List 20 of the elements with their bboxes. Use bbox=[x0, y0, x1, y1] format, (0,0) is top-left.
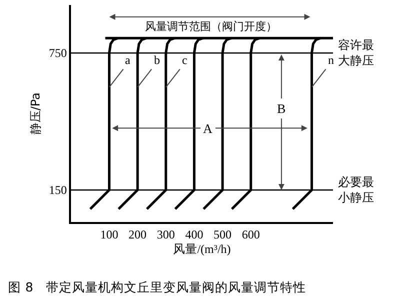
y-axis-title: 静压/Pa bbox=[28, 92, 43, 135]
series-label: c bbox=[182, 53, 188, 67]
x-tick-label: 100 bbox=[100, 227, 118, 242]
y-tick-label: 150 bbox=[48, 183, 67, 198]
ref-line-label: 容许最大静压 bbox=[338, 38, 374, 68]
x-tick-label: 200 bbox=[128, 227, 147, 242]
x-tick-label: 300 bbox=[156, 227, 175, 242]
y-tick-label: 750 bbox=[48, 46, 67, 60]
annotation: 风量调节范围（阀门开度） bbox=[145, 20, 277, 33]
x-tick-label: 400 bbox=[185, 227, 204, 242]
x-tick-label: 600 bbox=[242, 227, 260, 242]
x-axis-title: 风量/(m³/h) bbox=[173, 242, 231, 256]
annotation: A bbox=[203, 121, 213, 136]
ref-line-label: 必要最小静压 bbox=[338, 175, 374, 205]
annotation: B bbox=[277, 101, 286, 116]
series-label: b bbox=[154, 53, 160, 67]
x-tick-label: 500 bbox=[214, 227, 232, 242]
series-label: a bbox=[125, 53, 131, 67]
text: 图 8 带定风量机构文丘里变风量阀的风量调节特性 bbox=[8, 280, 306, 295]
series-label: n bbox=[328, 53, 334, 67]
